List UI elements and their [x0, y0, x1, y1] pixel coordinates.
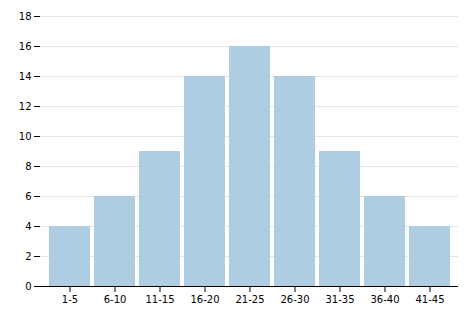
- svg-text:41-45: 41-45: [415, 294, 444, 305]
- svg-text:16: 16: [19, 41, 32, 52]
- svg-text:14: 14: [19, 71, 32, 82]
- svg-text:8: 8: [25, 161, 31, 172]
- svg-text:0: 0: [25, 281, 31, 292]
- svg-text:11-15: 11-15: [145, 294, 174, 305]
- svg-text:2: 2: [25, 251, 31, 262]
- svg-text:1-5: 1-5: [62, 294, 78, 305]
- svg-text:16-20: 16-20: [190, 294, 219, 305]
- svg-text:21-25: 21-25: [235, 294, 264, 305]
- svg-text:26-30: 26-30: [280, 294, 309, 305]
- svg-text:36-40: 36-40: [370, 294, 399, 305]
- svg-text:12: 12: [19, 101, 32, 112]
- svg-text:10: 10: [19, 131, 32, 142]
- svg-text:6: 6: [25, 191, 31, 202]
- svg-text:31-35: 31-35: [325, 294, 354, 305]
- svg-text:18: 18: [19, 11, 32, 22]
- svg-text:4: 4: [25, 221, 31, 232]
- svg-text:6-10: 6-10: [104, 294, 127, 305]
